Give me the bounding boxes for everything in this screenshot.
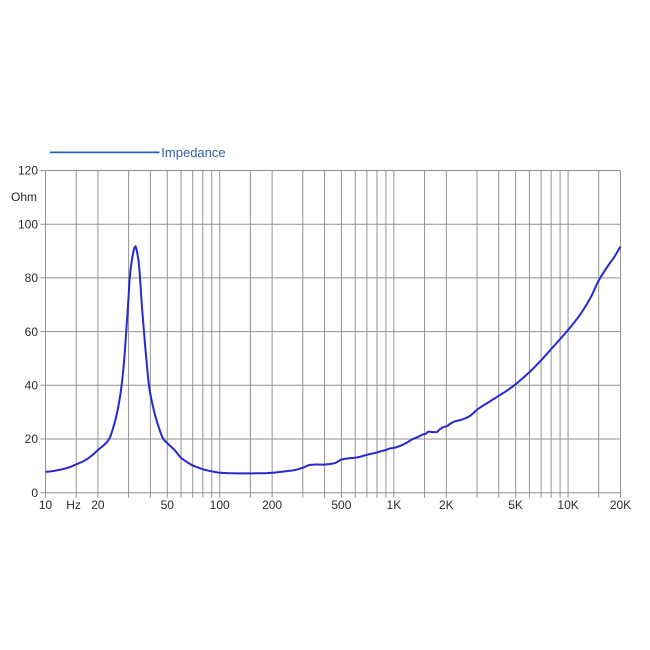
svg-text:1K: 1K <box>387 498 402 512</box>
svg-text:80: 80 <box>25 271 39 285</box>
svg-text:20: 20 <box>25 432 39 446</box>
svg-text:40: 40 <box>25 379 39 393</box>
svg-text:200: 200 <box>262 498 282 512</box>
svg-text:60: 60 <box>25 325 39 339</box>
svg-text:Ohm: Ohm <box>11 190 37 204</box>
svg-text:5K: 5K <box>508 498 523 512</box>
svg-text:0: 0 <box>31 486 38 500</box>
svg-text:100: 100 <box>210 498 230 512</box>
svg-text:120: 120 <box>18 164 38 178</box>
svg-text:10: 10 <box>39 498 53 512</box>
svg-text:500: 500 <box>331 498 351 512</box>
svg-text:100: 100 <box>18 217 38 231</box>
svg-text:50: 50 <box>161 498 175 512</box>
svg-text:2K: 2K <box>439 498 454 512</box>
svg-text:Hz: Hz <box>66 498 81 512</box>
svg-text:20K: 20K <box>610 498 631 512</box>
svg-text:10K: 10K <box>557 498 578 512</box>
svg-text:Impedance: Impedance <box>161 145 225 160</box>
svg-text:20: 20 <box>91 498 105 512</box>
